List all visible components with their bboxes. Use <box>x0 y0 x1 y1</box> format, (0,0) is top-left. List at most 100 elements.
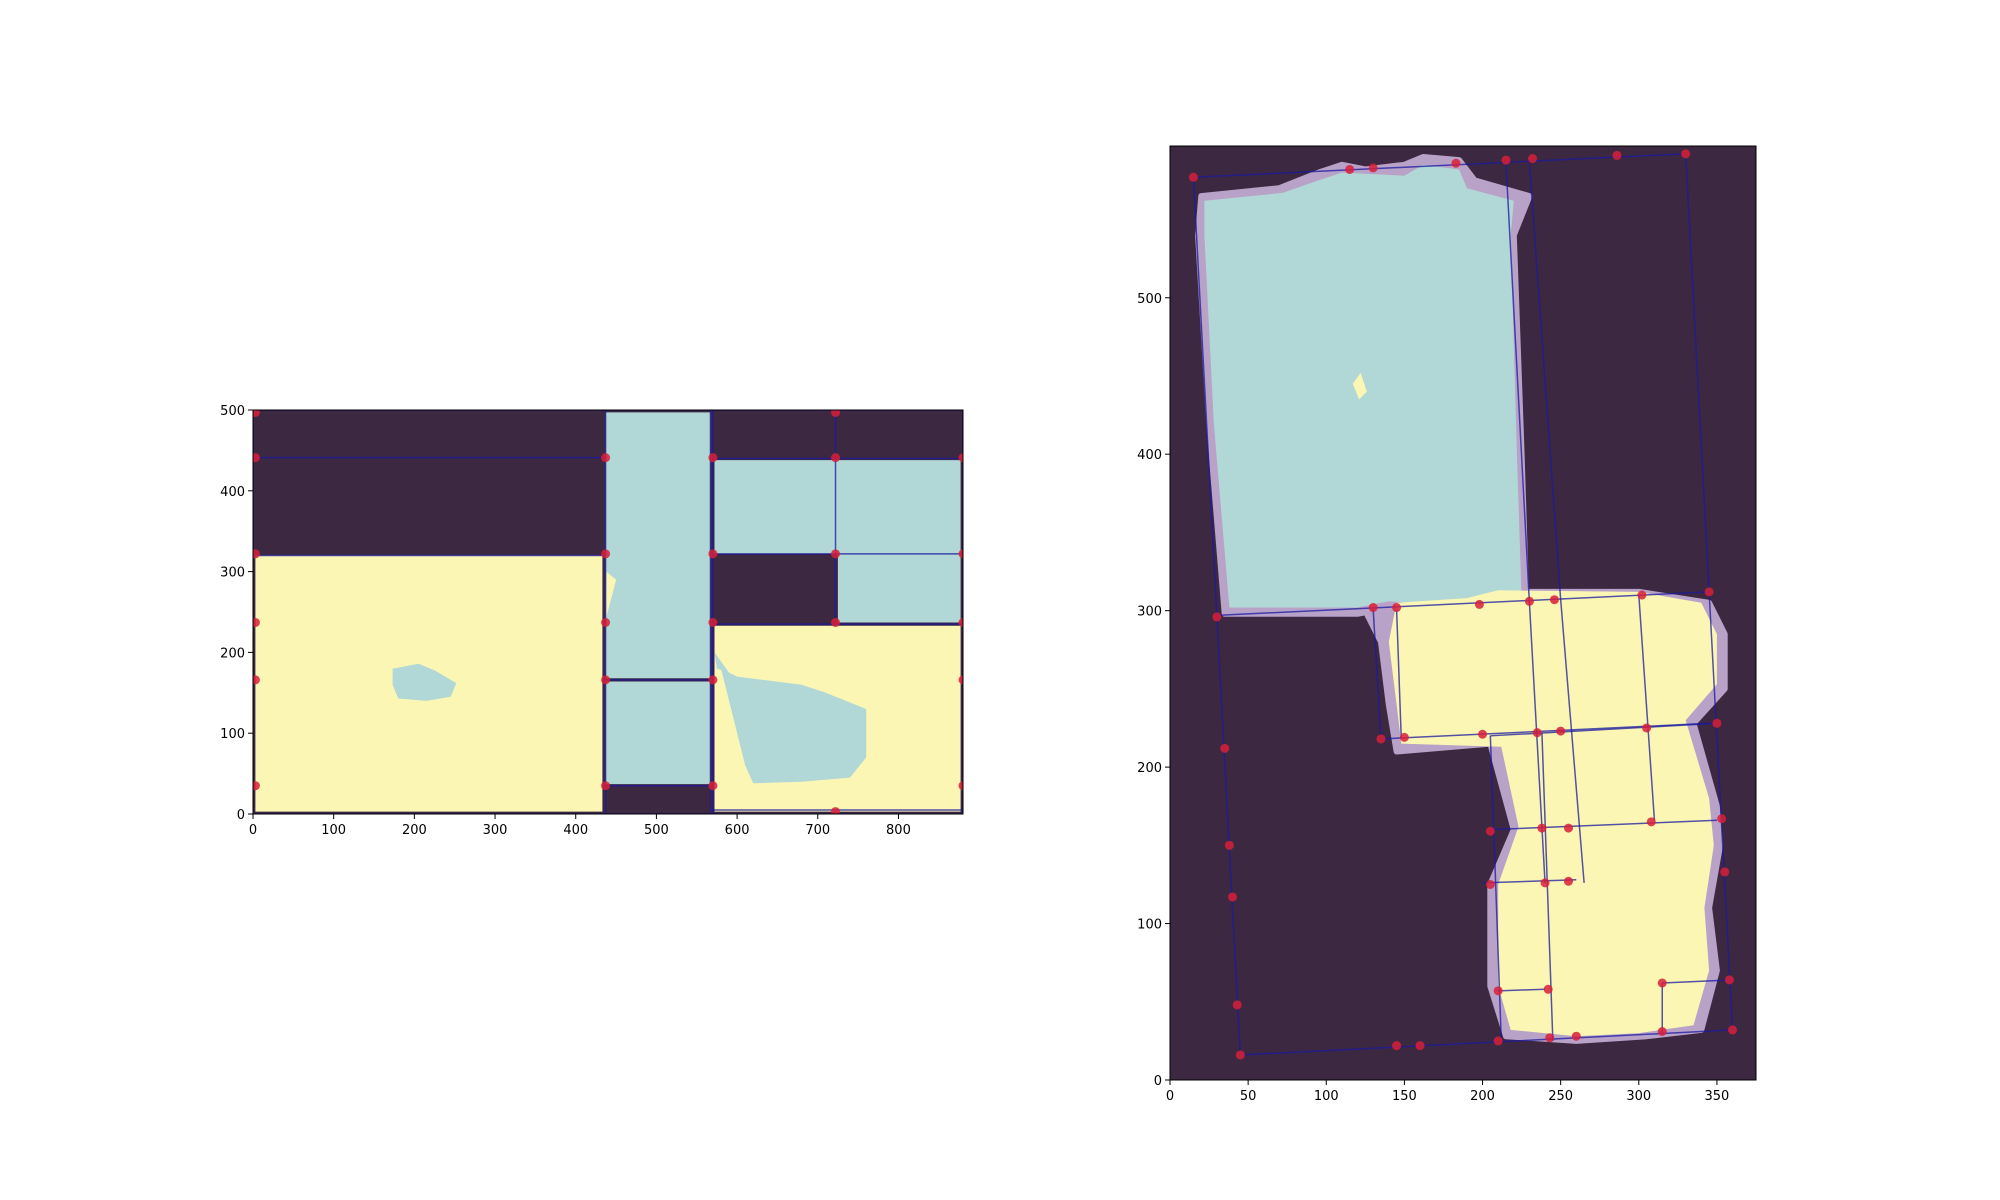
corner-point-21 <box>253 781 260 791</box>
x-tick-label: 350 <box>1705 1089 1730 1104</box>
grid-line-10 <box>1490 722 1717 737</box>
corner-point-7 <box>1681 149 1691 159</box>
corner-point-4 <box>1501 155 1511 165</box>
corner-point-19 <box>708 675 718 685</box>
corner-point-34 <box>1720 867 1730 877</box>
corner-point-15 <box>1392 603 1402 613</box>
corner-point-46 <box>1657 1027 1667 1037</box>
corner-point-25 <box>1537 823 1547 833</box>
region-teal-2 <box>605 681 711 785</box>
region-teal-9 <box>714 652 729 673</box>
corner-point-11 <box>958 549 963 559</box>
corner-point-1 <box>831 410 841 417</box>
x-tick-label: 200 <box>1470 1089 1495 1104</box>
x-tick-label: 500 <box>644 823 669 838</box>
plot-area <box>253 410 963 814</box>
corner-point-13 <box>601 618 611 628</box>
corner-point-16 <box>958 618 963 628</box>
grid-line-17 <box>1638 594 1656 821</box>
y-tick-label: 500 <box>1137 292 1162 307</box>
chart-left: 0 100 200 300 400 500 600 700 800 0 100 200 300 400 50… <box>220 404 964 838</box>
corner-point-15 <box>831 618 841 628</box>
corner-point-6 <box>958 453 963 463</box>
grid-line-15 <box>1528 602 1546 883</box>
corner-point-26 <box>1563 823 1573 833</box>
axes-frame <box>1169 145 1757 1081</box>
corner-point-32 <box>1540 878 1550 888</box>
corner-point-33 <box>1563 876 1573 886</box>
corner-point-25 <box>831 807 841 814</box>
corner-point-37 <box>1543 984 1553 994</box>
y-tick-label: 300 <box>220 566 245 581</box>
corner-point-47 <box>1728 1025 1738 1035</box>
y-tick-label: 300 <box>1137 605 1162 620</box>
x-tick-label: 100 <box>321 823 346 838</box>
corner-point-40 <box>1235 1050 1245 1060</box>
grid-line-4 <box>1216 591 1710 617</box>
corner-point-9 <box>1474 599 1484 609</box>
corner-point-20 <box>1556 726 1566 736</box>
corner-point-2 <box>1368 163 1378 173</box>
x-tick-label: 400 <box>563 823 588 838</box>
x-tick-label: 250 <box>1548 1089 1573 1104</box>
grid-line-12 <box>1482 878 1577 884</box>
corner-point-39 <box>1724 975 1734 985</box>
x-tick-label: 700 <box>805 823 830 838</box>
grid-line-5 <box>1505 163 1531 603</box>
x-tick-label: 100 <box>1314 1089 1339 1104</box>
corner-point-38 <box>1657 978 1667 988</box>
corner-point-8 <box>1212 612 1222 622</box>
corner-point-31 <box>1485 879 1495 889</box>
y-tick-label: 400 <box>1137 448 1162 463</box>
grid-line-0 <box>1193 153 1686 179</box>
x-tick-label: 150 <box>1392 1089 1417 1104</box>
corner-point-11 <box>1549 595 1559 605</box>
x-tick-label: 800 <box>886 823 911 838</box>
grid-line-8 <box>1395 609 1403 739</box>
region-teal-8 <box>721 668 867 784</box>
region-teal-3 <box>605 412 711 679</box>
corner-point-35 <box>1232 1000 1242 1010</box>
corner-point-18 <box>601 675 611 685</box>
region-yellow-1 <box>1352 372 1367 400</box>
corner-point-14 <box>1368 603 1378 613</box>
region-yellow-2 <box>1388 590 1717 1037</box>
corner-point-45 <box>1571 1031 1581 1041</box>
corner-point-3 <box>1451 158 1461 168</box>
region-teal-5 <box>714 460 961 554</box>
corner-point-5 <box>1528 154 1538 164</box>
corner-point-0 <box>253 410 260 417</box>
corner-point-17 <box>1399 732 1409 742</box>
corner-point-24 <box>958 781 963 791</box>
corner-point-19 <box>1532 728 1542 738</box>
y-tick-label: 0 <box>237 808 245 823</box>
corner-point-42 <box>1415 1041 1425 1051</box>
corner-point-44 <box>1545 1033 1555 1043</box>
corner-point-3 <box>601 453 611 463</box>
corner-point-29 <box>1224 840 1234 850</box>
corner-point-14 <box>708 618 718 628</box>
corner-point-36 <box>1493 986 1503 996</box>
y-tick-label: 200 <box>1137 761 1162 776</box>
y-tick-label: 400 <box>220 485 245 500</box>
corner-point-8 <box>601 549 611 559</box>
plot-area <box>1170 146 1756 1080</box>
grid-line-7 <box>1372 609 1382 739</box>
x-tick-label: 0 <box>249 823 257 838</box>
corner-point-5 <box>831 453 841 463</box>
region-teal-1 <box>392 663 457 701</box>
corner-point-23 <box>708 781 718 791</box>
grid-line-11 <box>1490 819 1717 831</box>
corner-point-24 <box>1485 826 1495 836</box>
corner-point-21 <box>1642 723 1652 733</box>
corner-point-1 <box>1345 164 1355 174</box>
x-tick-label: 300 <box>1626 1089 1651 1104</box>
x-tick-label: 50 <box>1240 1089 1257 1104</box>
region-yellow-4 <box>605 571 617 621</box>
grid-line-13 <box>1498 988 1546 992</box>
corner-point-28 <box>1717 814 1727 824</box>
corner-point-12 <box>1637 590 1647 600</box>
grid-line-14 <box>1662 979 1733 984</box>
corner-point-30 <box>1228 892 1238 902</box>
corner-point-10 <box>1524 596 1534 606</box>
